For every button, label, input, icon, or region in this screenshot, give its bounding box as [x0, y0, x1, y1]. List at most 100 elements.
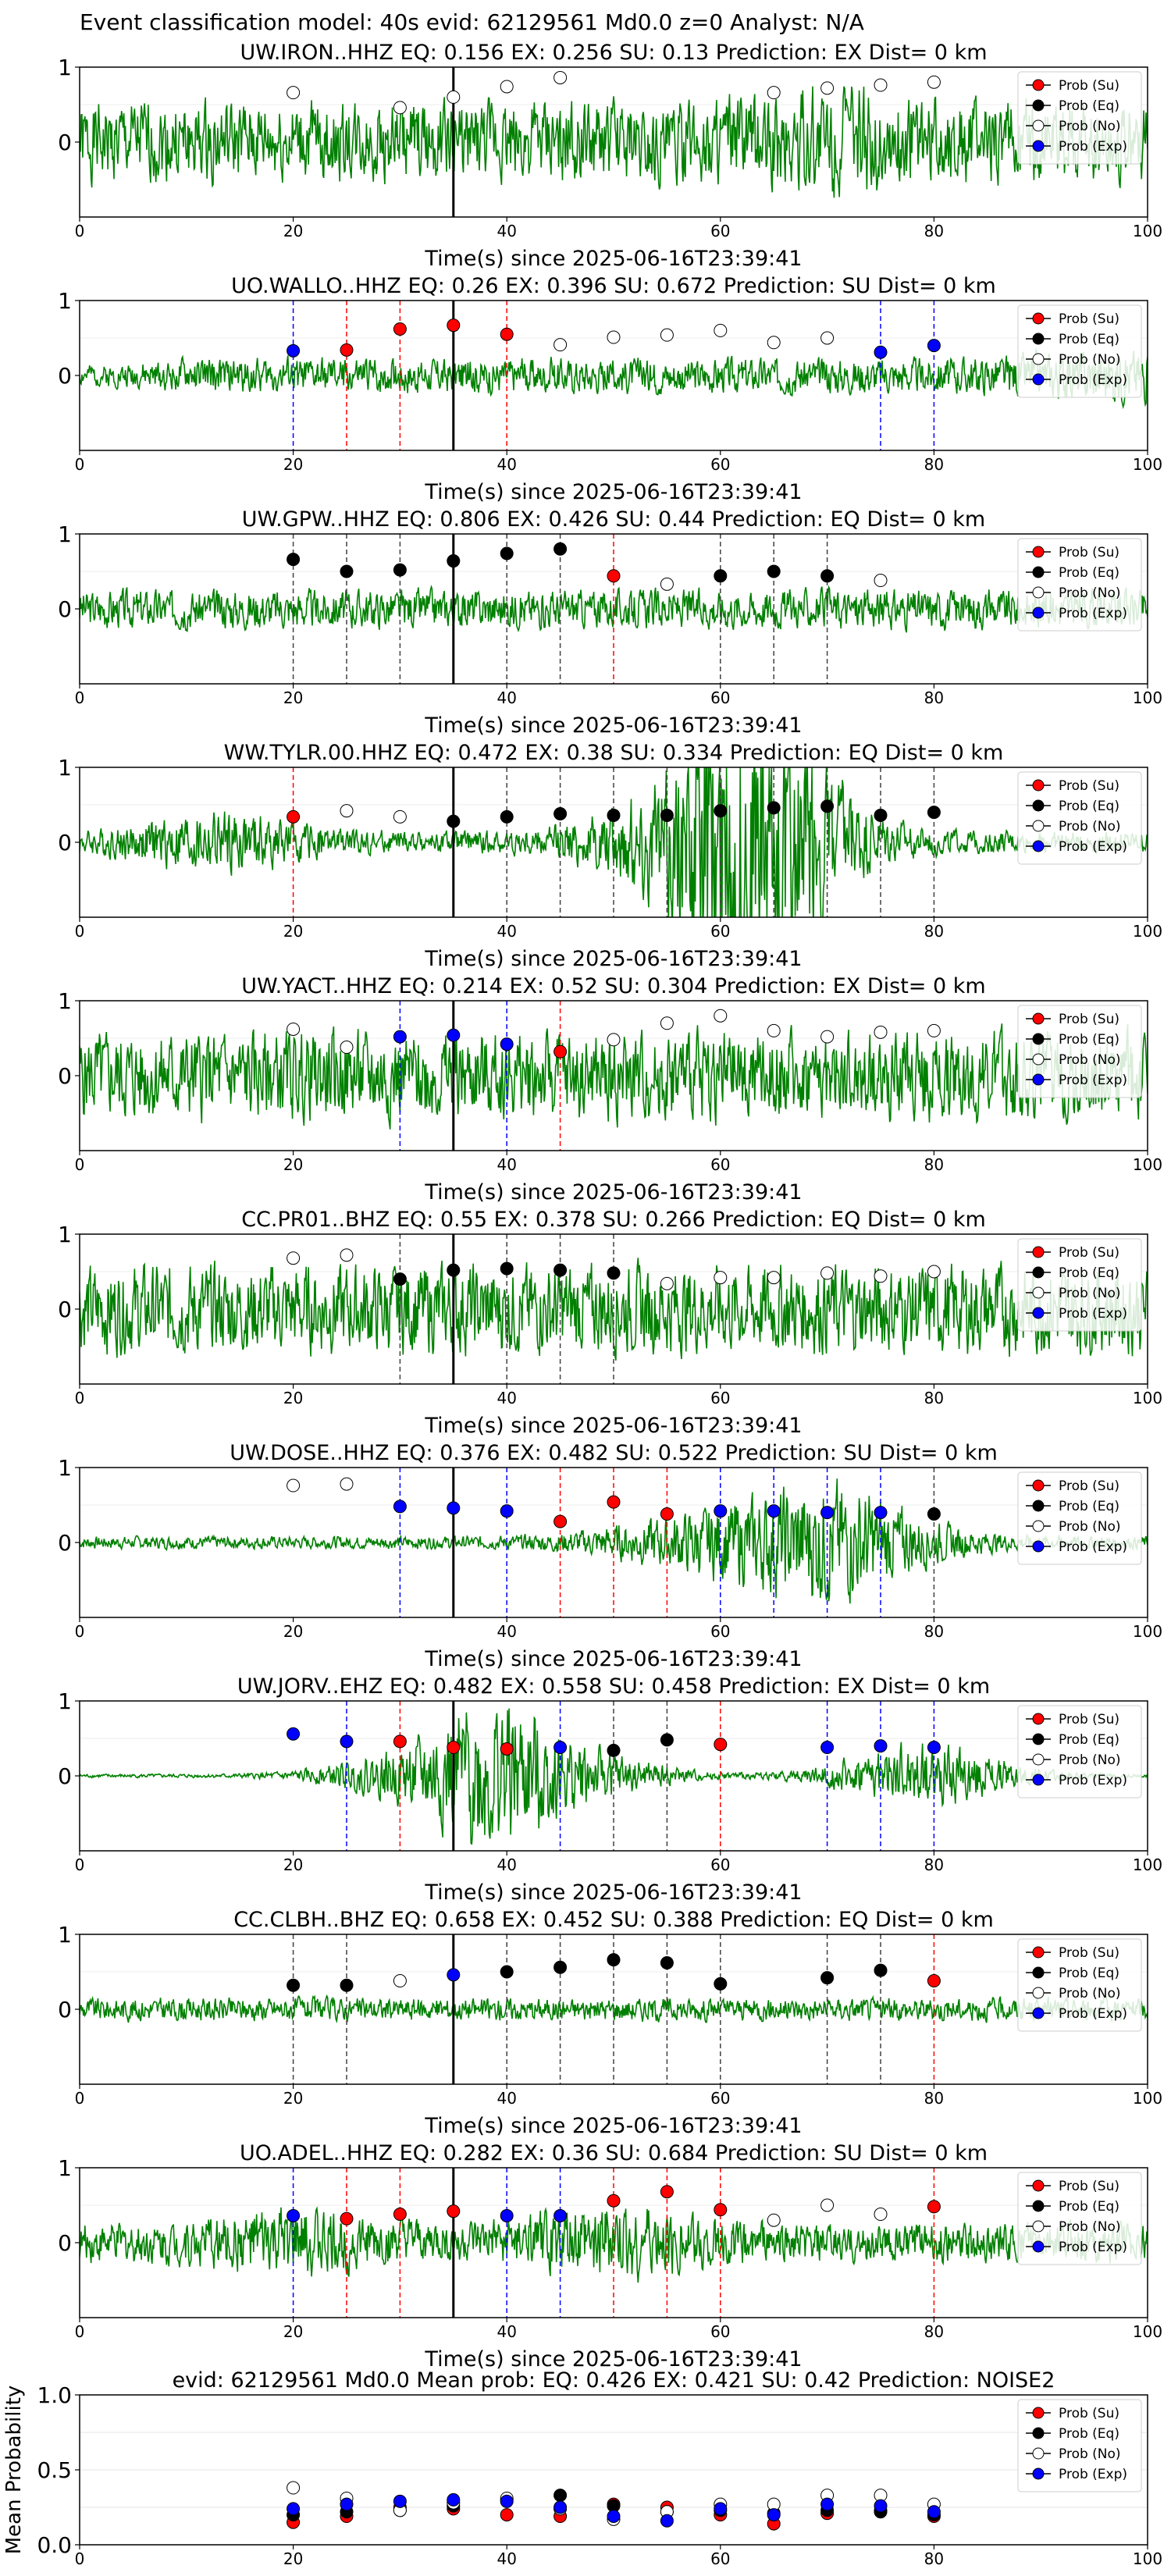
x-tick-label: 80: [924, 2549, 944, 2568]
prob-marker-probsu: [393, 2208, 407, 2222]
y-tick-label: 1: [58, 1455, 72, 1481]
prob-marker-probexp: [553, 1741, 568, 1755]
legend: Prob (Su) Prob (Eq) Prob (No) Prob (Exp): [1017, 71, 1142, 165]
prob-marker-probeq: [553, 542, 568, 556]
y-tick-label: 0: [58, 1763, 72, 1789]
prob-marker-probno: [767, 2213, 781, 2227]
panel-title: evid: 62129561 Md0.0 Mean prob: EQ: 0.42…: [173, 2368, 1055, 2393]
x-tick-label: 80: [924, 455, 944, 474]
prob-marker-probsu: [447, 1741, 461, 1755]
prob-marker-probno: [874, 78, 888, 92]
prob-marker-probno: [767, 1271, 781, 1285]
x-tick-label: 20: [283, 2549, 303, 2568]
legend-label: Prob (Exp): [1059, 139, 1127, 155]
prob-marker-probexp: [714, 2502, 728, 2516]
prob-marker-probeq: [660, 808, 674, 822]
y-tick-label: 1: [58, 1922, 72, 1948]
legend: Prob (Su) Prob (Eq) Prob (No) Prob (Exp): [1017, 1238, 1142, 1332]
x-tick-label: 80: [924, 222, 944, 240]
prob-marker-probsu: [714, 2203, 728, 2217]
legend-marker: [1032, 1733, 1045, 1745]
legend: Prob (Su) Prob (Eq) Prob (No) Prob (Exp): [1017, 1471, 1142, 1565]
x-tick-label: 40: [497, 2322, 516, 2341]
x-axis-label: Time(s) since 2025-06-16T23:39:41: [424, 2347, 802, 2371]
legend-marker: [1032, 1987, 1045, 1999]
x-tick-label: 0: [75, 222, 85, 240]
prob-marker-probno: [660, 1016, 674, 1030]
legend-marker: [1032, 1286, 1045, 1299]
legend-marker: [1032, 2467, 1045, 2480]
legend-label: Prob (Eq): [1059, 565, 1119, 581]
legend-label: Prob (No): [1059, 2219, 1121, 2235]
legend-label: Prob (No): [1059, 819, 1121, 834]
prob-marker-probexp: [393, 2494, 407, 2508]
x-tick-label: 0: [75, 2089, 85, 2108]
prob-marker-probno: [714, 1009, 728, 1023]
x-tick-label: 0: [75, 1155, 85, 1174]
prob-marker-probno: [874, 1269, 888, 1283]
legend: Prob (Su) Prob (Eq) Prob (No) Prob (Exp): [1017, 1705, 1142, 1799]
legend: Prob (Su) Prob (Eq) Prob (No) Prob (Exp): [1017, 304, 1142, 398]
legend-marker: [1032, 312, 1045, 325]
panel-title: UW.YACT..HHZ EQ: 0.214 EX: 0.52 SU: 0.30…: [241, 974, 985, 998]
panel-7: UW.DOSE..HHZ EQ: 0.376 EX: 0.482 SU: 0.5…: [58, 1441, 1162, 1671]
legend-marker: [1032, 1713, 1045, 1725]
prob-marker-probexp: [874, 1506, 888, 1520]
y-tick-label: 0: [58, 1063, 72, 1089]
prob-marker-probeq: [767, 801, 781, 815]
x-tick-label: 20: [283, 1155, 303, 1174]
legend-label: Prob (Eq): [1059, 2426, 1119, 2442]
y-tick-label: 1: [58, 288, 72, 314]
x-tick-label: 40: [497, 688, 516, 707]
prob-marker-probeq: [553, 807, 568, 821]
prob-marker-probno: [500, 80, 514, 94]
legend-label: Prob (No): [1059, 2446, 1121, 2462]
prob-marker-probno: [927, 1023, 941, 1037]
x-tick-label: 40: [497, 2549, 516, 2568]
prob-marker-probexp: [447, 1968, 461, 1982]
legend-marker: [1032, 2200, 1045, 2212]
legend-box: [1017, 1005, 1142, 1098]
y-tick-label: 1: [58, 755, 72, 781]
x-tick-label: 100: [1133, 1155, 1162, 1174]
prob-marker-probno: [393, 101, 407, 115]
legend-marker: [1032, 799, 1045, 812]
legend-label: Prob (Eq): [1059, 1265, 1119, 1281]
legend: Prob (Su) Prob (Eq) Prob (No) Prob (Exp): [1017, 1005, 1142, 1098]
prob-marker-probexp: [500, 2494, 514, 2508]
prob-marker-probexp: [447, 1501, 461, 1515]
x-tick-label: 100: [1133, 2322, 1162, 2341]
legend-marker: [1032, 2427, 1045, 2439]
x-tick-label: 100: [1133, 222, 1162, 240]
prob-marker-probno: [660, 328, 674, 342]
prob-marker-probno: [660, 577, 674, 591]
x-tick-label: 20: [283, 222, 303, 240]
plot-area: [80, 2168, 1148, 2318]
prob-marker-probno: [287, 86, 301, 100]
y-tick-label: 1: [58, 988, 72, 1014]
prob-marker-probsu: [340, 343, 354, 357]
prob-marker-probno: [874, 574, 888, 588]
prob-marker-probexp: [874, 345, 888, 359]
y-tick-label: 0: [58, 130, 72, 155]
plot-area: [80, 1001, 1148, 1151]
legend-marker: [1032, 2407, 1045, 2419]
legend-label: Prob (Su): [1059, 1712, 1119, 1727]
x-tick-label: 100: [1133, 2089, 1162, 2108]
y-tick-label: 0.5: [37, 2457, 72, 2483]
prob-marker-probno: [607, 1033, 621, 1047]
prob-marker-probexp: [820, 2497, 835, 2511]
legend-marker: [1032, 840, 1045, 852]
prob-marker-probexp: [287, 2502, 301, 2516]
legend-label: Prob (Exp): [1059, 372, 1127, 388]
prob-marker-probno: [447, 90, 461, 104]
legend-label: Prob (No): [1059, 119, 1121, 134]
x-tick-label: 60: [710, 1856, 730, 1874]
legend-label: Prob (No): [1059, 1519, 1121, 1535]
legend-box: [1017, 2172, 1142, 2265]
legend-marker: [1032, 1307, 1045, 1319]
prob-marker-probeq: [714, 1976, 728, 1991]
prob-marker-probexp: [660, 2514, 674, 2528]
plot-area: [80, 1234, 1148, 1384]
